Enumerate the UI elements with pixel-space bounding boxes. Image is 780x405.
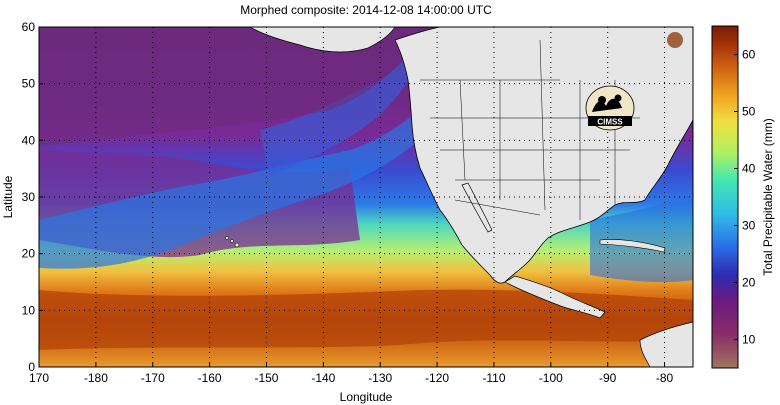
tropical-moist-band [39, 289, 693, 350]
colorbar-scale [711, 25, 739, 369]
x-tick-label: -80 [656, 371, 674, 385]
y-tick-label: 50 [22, 77, 36, 91]
south-america [639, 321, 693, 367]
y-tick-label: 60 [22, 20, 36, 34]
colorbar-tick-label: 30 [742, 219, 756, 233]
central-america [504, 275, 606, 319]
x-tick-label: -110 [482, 371, 505, 385]
colorbar-label: Total Precipitable Water (mm) [761, 118, 775, 276]
x-axis-label: Longitude [340, 390, 393, 404]
gridlines [39, 27, 693, 367]
x-tick-label: -180 [84, 371, 108, 385]
y-tick-label: 30 [22, 190, 36, 204]
x-tick-label: 170 [29, 371, 49, 385]
cimss-logo: CIMSS [585, 85, 635, 131]
colorbar-tick-label: 50 [742, 105, 756, 119]
colorbar: 10 20 30 40 50 60 Total Precipitable Water (m… [711, 25, 775, 369]
cuba [599, 239, 666, 253]
x-tick-label: -100 [539, 371, 563, 385]
atlantic-hotspot [667, 32, 683, 48]
x-tick-label: -140 [311, 371, 335, 385]
x-tick-label: -130 [368, 371, 392, 385]
hawaii-islands [225, 236, 240, 248]
x-tick-label: -160 [198, 371, 222, 385]
y-axis-ticks: 0 10 20 30 40 50 60 [22, 20, 43, 374]
map-title: Morphed composite: 2014-12-08 14:00:00 U… [240, 3, 492, 17]
y-tick-label: 40 [22, 133, 36, 147]
moisture-plume [39, 110, 430, 269]
atlantic-moist [590, 195, 693, 283]
y-axis-label: Latitude [1, 175, 15, 218]
colorbar-tick-label: 10 [742, 333, 756, 347]
x-axis-ticks: 170 -180 -170 -160 -150 -140 -130 -120 -110 -100 -… [29, 363, 674, 385]
y-tick-label: 0 [28, 360, 35, 374]
north-pacific-dry [39, 27, 420, 146]
baja-california [461, 182, 493, 233]
x-tick-label: -120 [425, 371, 449, 385]
colorbar-tick-label: 40 [742, 162, 756, 176]
logo-text: CIMSS [597, 118, 623, 127]
x-tick-label: -170 [141, 371, 165, 385]
y-tick-label: 20 [22, 247, 36, 261]
x-tick-label: -90 [599, 371, 617, 385]
colorbar-tick-label: 60 [742, 48, 756, 62]
y-tick-label: 10 [22, 303, 36, 317]
colorbar-ticks: 10 20 30 40 50 60 [734, 48, 756, 347]
x-tick-label: -150 [254, 371, 278, 385]
colorbar-tick-label: 20 [742, 276, 756, 290]
alaska [249, 27, 396, 53]
